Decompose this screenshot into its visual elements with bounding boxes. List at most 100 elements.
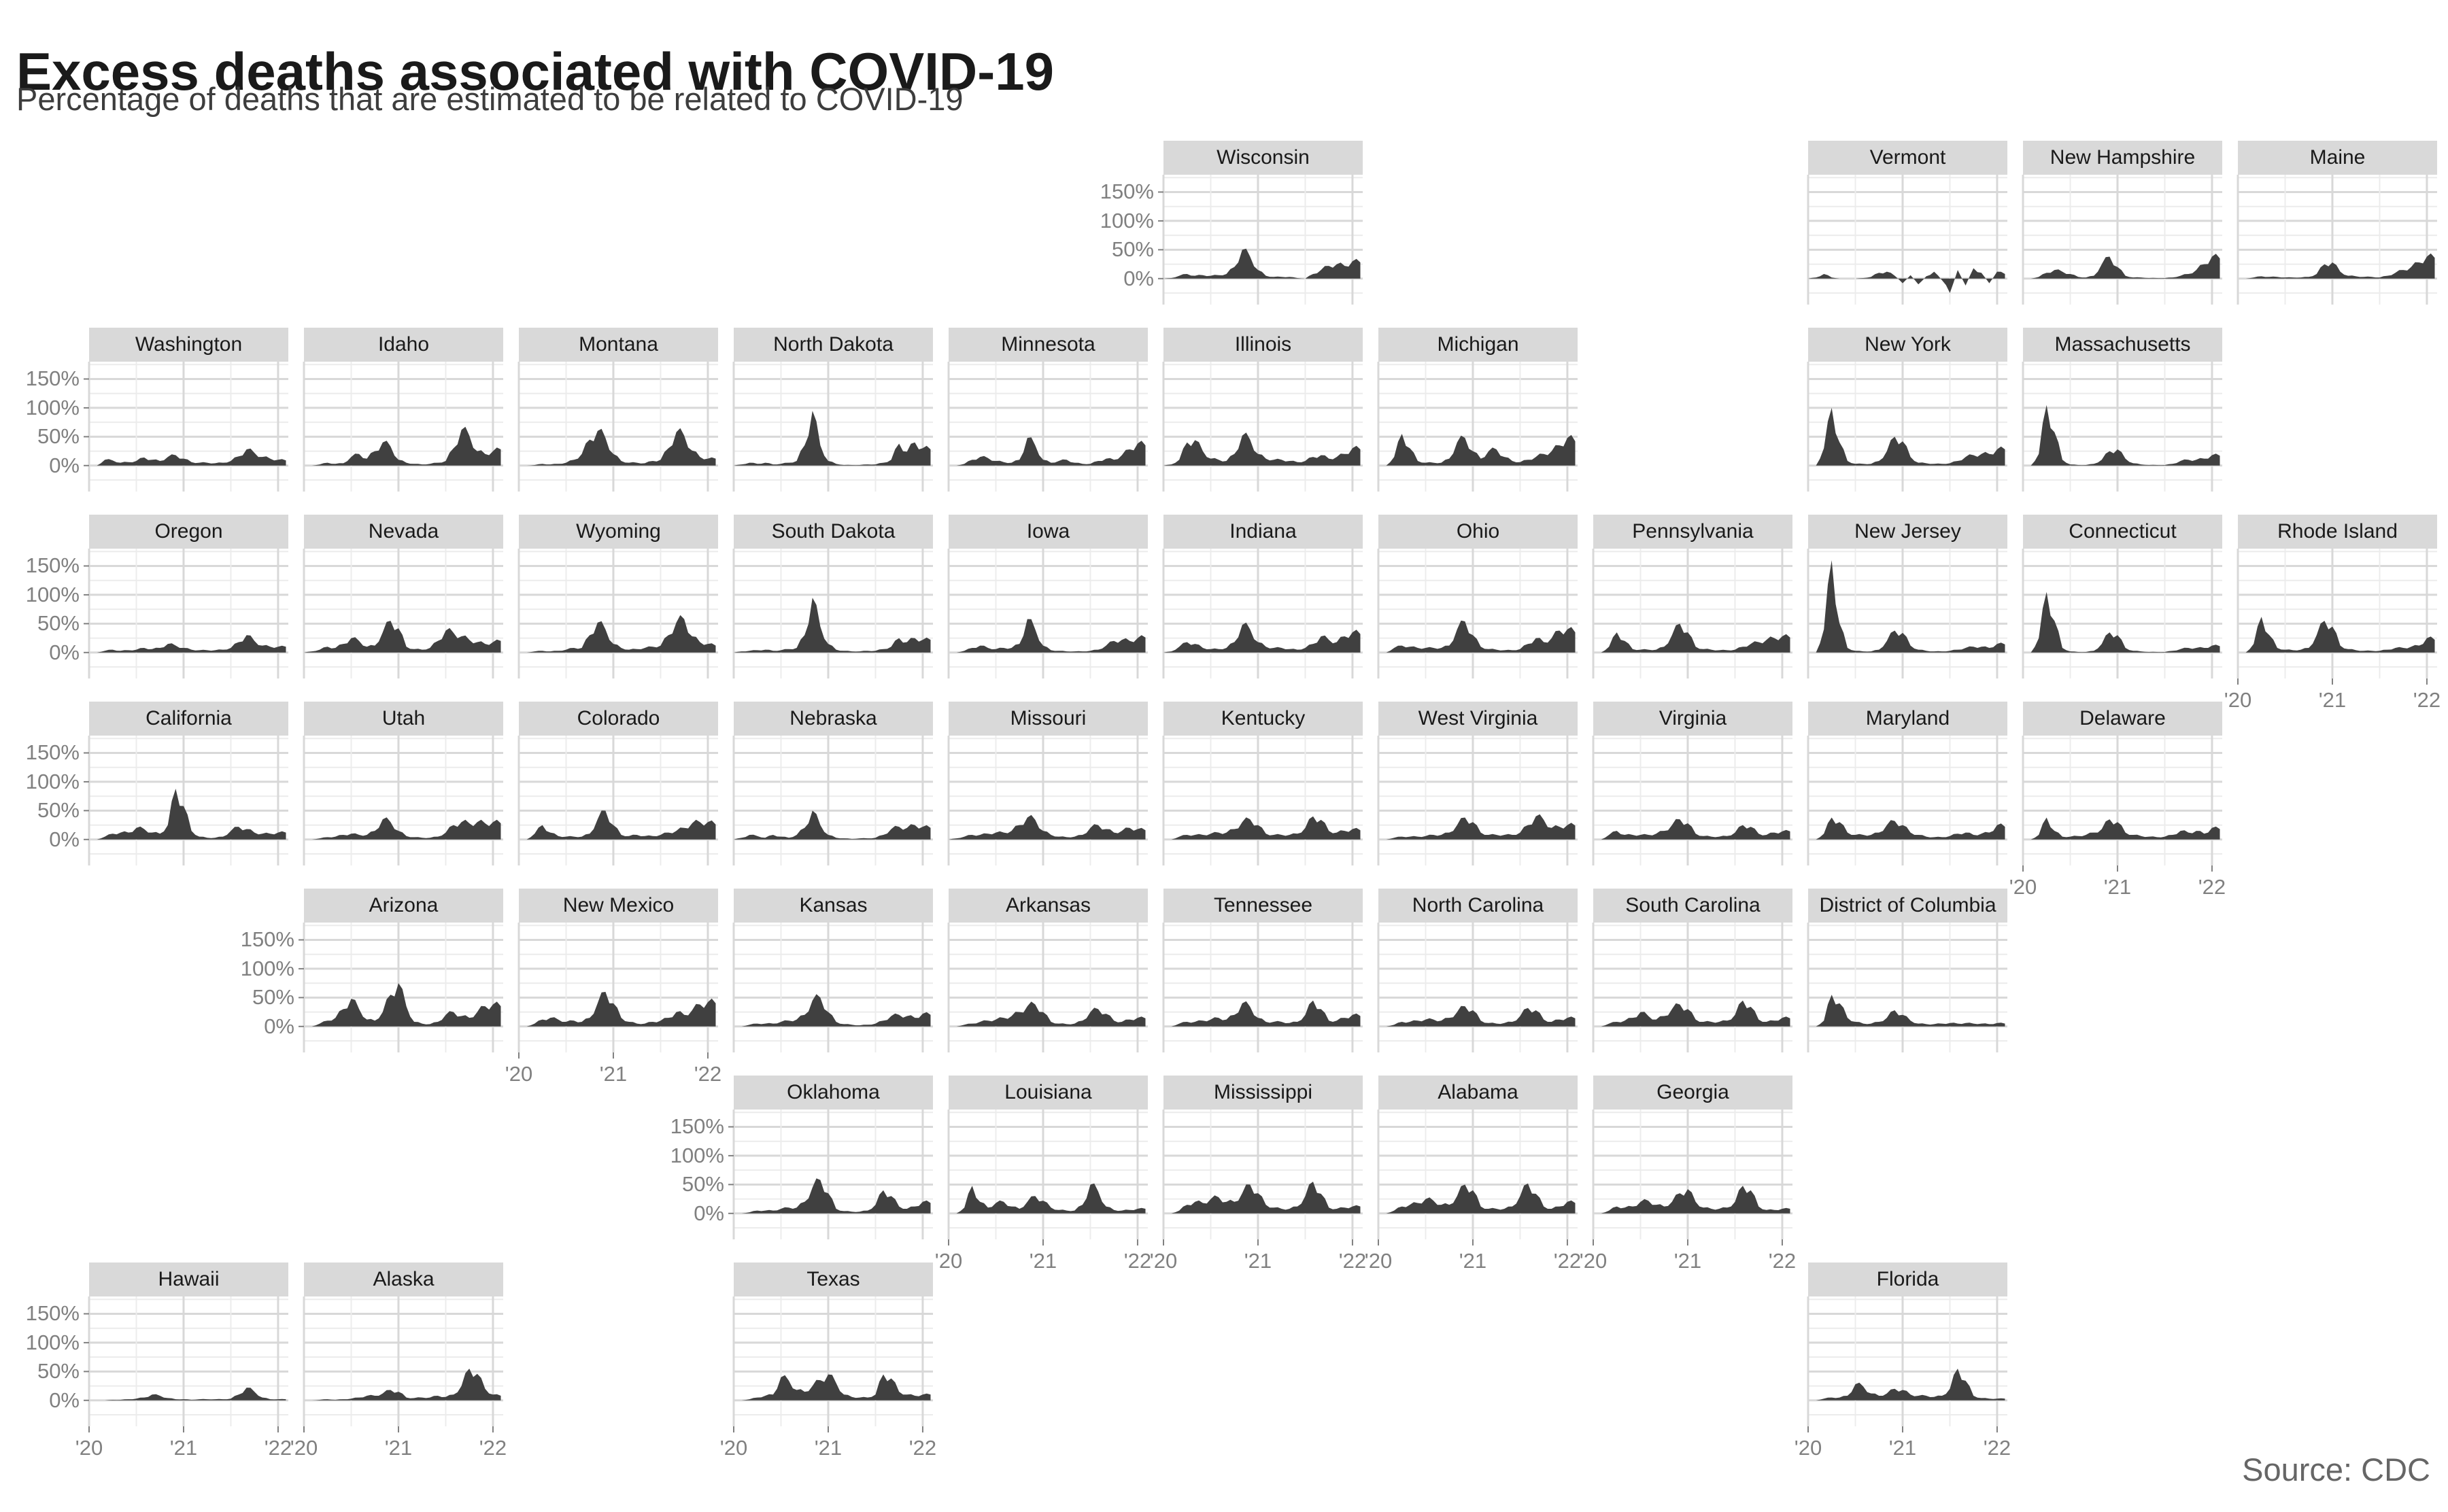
x-axis-label: '21 bbox=[2103, 875, 2132, 899]
source-note: Source: CDC bbox=[2242, 1451, 2430, 1488]
x-axis-label: '22 bbox=[908, 1436, 937, 1460]
facet-ny: New York bbox=[1807, 328, 2007, 492]
state-area-chart bbox=[1377, 549, 1578, 678]
facet-strip: New Hampshire bbox=[2023, 141, 2222, 175]
facet-strip: Mississippi bbox=[1163, 1076, 1363, 1110]
facet-nc: North Carolina bbox=[1377, 889, 1578, 1052]
state-area-chart bbox=[947, 736, 1148, 865]
state-area-chart bbox=[1592, 736, 1792, 865]
facet-ma: Massachusetts bbox=[2022, 328, 2222, 492]
y-axis-label: 100% bbox=[25, 769, 80, 793]
state-label: Kansas bbox=[799, 894, 868, 916]
state-area-chart bbox=[2237, 175, 2437, 305]
state-label: Nebraska bbox=[789, 707, 877, 729]
facet-strip: Colorado bbox=[519, 702, 718, 736]
x-axis-label: '22 bbox=[1983, 1436, 2011, 1460]
state-area-chart bbox=[517, 736, 718, 865]
state-area-chart bbox=[2022, 736, 2222, 872]
state-label: Minnesota bbox=[1001, 333, 1095, 356]
excess-deaths-area bbox=[304, 426, 501, 466]
state-area-chart bbox=[1158, 175, 1363, 305]
y-axis-label: 100% bbox=[240, 956, 294, 980]
excess-deaths-area bbox=[519, 615, 716, 653]
facet-strip: Michigan bbox=[1378, 328, 1578, 362]
state-label: Washington bbox=[135, 333, 243, 356]
facet-strip: Pennsylvania bbox=[1593, 515, 1792, 549]
state-label: Vermont bbox=[1869, 146, 1946, 169]
facet-strip: Nevada bbox=[304, 515, 503, 549]
excess-deaths-area bbox=[1808, 995, 2005, 1027]
y-axis-label: 50% bbox=[681, 1172, 724, 1197]
x-axis-label: '22 bbox=[1123, 1249, 1152, 1273]
state-area-chart bbox=[2237, 549, 2437, 685]
facet-strip: Hawaii bbox=[89, 1262, 288, 1296]
facet-strip: Maryland bbox=[1808, 702, 2007, 736]
state-area-chart bbox=[84, 736, 288, 865]
state-label: New Jersey bbox=[1854, 520, 1961, 543]
facet-ca: California 150% 100% 50% 0% bbox=[26, 702, 288, 865]
state-area-chart bbox=[84, 1296, 288, 1432]
excess-deaths-area bbox=[2238, 253, 2435, 279]
facet-oh: Ohio bbox=[1377, 515, 1578, 678]
facet-strip: Alaska bbox=[304, 1262, 503, 1296]
y-axis-label: 150% bbox=[25, 553, 80, 578]
state-label: Texas bbox=[806, 1268, 860, 1290]
state-label: Illinois bbox=[1234, 333, 1292, 356]
state-area-chart bbox=[84, 549, 288, 678]
facet-strip: Kentucky bbox=[1163, 702, 1363, 736]
facet-strip: Connecticut bbox=[2023, 515, 2222, 549]
state-area-chart bbox=[1162, 549, 1363, 678]
state-label: Florida bbox=[1876, 1268, 1939, 1290]
y-axis-label: 100% bbox=[25, 1330, 80, 1354]
facet-strip: California bbox=[89, 702, 288, 736]
state-area-chart bbox=[947, 1110, 1148, 1245]
facet-strip: Oregon bbox=[89, 515, 288, 549]
facet-ms: Mississippi '20 '21 '22 bbox=[1150, 1076, 1366, 1273]
facet-va: Virginia bbox=[1592, 702, 1792, 865]
facet-il: Illinois bbox=[1162, 328, 1363, 492]
state-area-chart bbox=[1162, 736, 1363, 865]
x-axis-label: '20 bbox=[1149, 1249, 1178, 1273]
excess-deaths-area bbox=[734, 598, 931, 653]
x-axis-label: '20 bbox=[290, 1436, 318, 1460]
excess-deaths-area bbox=[949, 1183, 1146, 1214]
facet-strip: Wyoming bbox=[519, 515, 718, 549]
facet-mt: Montana bbox=[517, 328, 718, 492]
state-area-chart bbox=[947, 549, 1148, 678]
excess-deaths-area bbox=[949, 814, 1146, 840]
excess-deaths-area bbox=[519, 810, 716, 840]
x-axis-label: '20 bbox=[2009, 875, 2037, 899]
excess-deaths-area bbox=[89, 448, 286, 466]
state-label: Mississippi bbox=[1213, 1081, 1313, 1103]
state-label: Wyoming bbox=[576, 520, 661, 543]
excess-deaths-area bbox=[519, 428, 716, 466]
excess-deaths-area bbox=[1593, 1186, 1790, 1214]
y-axis-label: 50% bbox=[37, 1359, 80, 1384]
state-area-chart bbox=[303, 736, 503, 865]
facet-co: Colorado bbox=[517, 702, 718, 865]
y-axis-label: 50% bbox=[37, 424, 80, 449]
state-area-chart bbox=[1162, 362, 1363, 492]
facet-strip: Illinois bbox=[1163, 328, 1363, 362]
state-label: Oklahoma bbox=[787, 1081, 880, 1103]
facet-az: Arizona 150% 100% 50% 0% bbox=[241, 889, 503, 1052]
state-area-chart bbox=[84, 362, 288, 492]
excess-deaths-area bbox=[734, 1374, 931, 1401]
excess-deaths-area bbox=[1808, 407, 2005, 466]
x-axis-label: '22 bbox=[1338, 1249, 1367, 1273]
state-area-chart bbox=[517, 549, 718, 678]
facet-tn: Tennessee bbox=[1162, 889, 1363, 1052]
state-label: Wisconsin bbox=[1217, 146, 1310, 169]
y-axis-label: 150% bbox=[670, 1114, 724, 1139]
excess-deaths-area bbox=[1378, 1006, 1576, 1027]
state-label: Utah bbox=[381, 707, 426, 729]
facet-strip: Virginia bbox=[1593, 702, 1792, 736]
state-area-chart bbox=[947, 923, 1148, 1052]
state-label: Kentucky bbox=[1221, 707, 1306, 729]
y-axis-label: 0% bbox=[49, 827, 80, 851]
y-axis-label: 150% bbox=[240, 927, 294, 952]
excess-deaths-area bbox=[2023, 817, 2220, 840]
facet-strip: Arizona bbox=[304, 889, 503, 923]
state-label: Connecticut bbox=[2069, 520, 2177, 543]
excess-deaths-area bbox=[304, 983, 501, 1027]
